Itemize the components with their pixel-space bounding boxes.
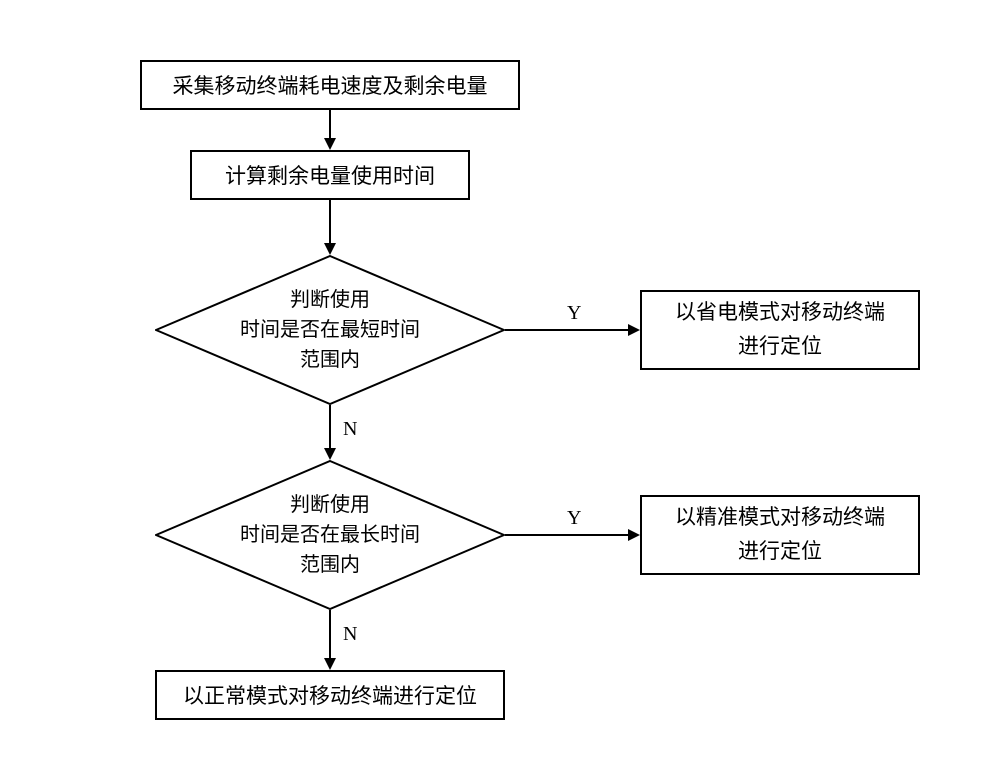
flowchart-step-collect: 采集移动终端耗电速度及剩余电量 xyxy=(140,60,520,110)
result2-line1: 以精准模式对移动终端 xyxy=(675,505,885,529)
result2-line2: 进行定位 xyxy=(738,539,822,563)
label-n2: N xyxy=(343,623,357,646)
step1-text: 采集移动终端耗电速度及剩余电量 xyxy=(173,70,488,100)
edge-3 xyxy=(505,329,628,331)
result1-line2: 进行定位 xyxy=(738,334,822,358)
edge-4-head xyxy=(324,448,336,460)
edge-4 xyxy=(329,405,331,448)
flowchart-decision-shortest: 判断使用 时间是否在最短时间 范围内 xyxy=(155,255,505,405)
decision2-line3: 范围内 xyxy=(300,554,360,576)
decision1-text: 判断使用 时间是否在最短时间 范围内 xyxy=(240,285,420,375)
label-n1: N xyxy=(343,418,357,441)
decision2-text: 判断使用 时间是否在最长时间 范围内 xyxy=(240,490,420,580)
decision1-line3: 范围内 xyxy=(300,349,360,371)
edge-5 xyxy=(505,534,628,536)
label-y2: Y xyxy=(567,507,581,530)
result2-text: 以精准模式对移动终端 进行定位 xyxy=(675,501,885,568)
result1-line1: 以省电模式对移动终端 xyxy=(675,300,885,324)
edge-5-head xyxy=(628,529,640,541)
flowchart-result-precise: 以精准模式对移动终端 进行定位 xyxy=(640,495,920,575)
step3-text: 以正常模式对移动终端进行定位 xyxy=(183,680,477,710)
edge-6 xyxy=(329,610,331,658)
edge-1 xyxy=(329,110,331,138)
edge-2 xyxy=(329,200,331,243)
result1-text: 以省电模式对移动终端 进行定位 xyxy=(675,296,885,363)
decision1-line2: 时间是否在最短时间 xyxy=(240,319,420,341)
edge-2-head xyxy=(324,243,336,255)
flowchart-step-normal: 以正常模式对移动终端进行定位 xyxy=(155,670,505,720)
decision1-line1: 判断使用 xyxy=(290,289,370,311)
flowchart-decision-longest: 判断使用 时间是否在最长时间 范围内 xyxy=(155,460,505,610)
edge-1-head xyxy=(324,138,336,150)
label-y1: Y xyxy=(567,302,581,325)
edge-6-head xyxy=(324,658,336,670)
flowchart-step-calculate: 计算剩余电量使用时间 xyxy=(190,150,470,200)
edge-3-head xyxy=(628,324,640,336)
flowchart-result-powersave: 以省电模式对移动终端 进行定位 xyxy=(640,290,920,370)
step2-text: 计算剩余电量使用时间 xyxy=(225,160,435,190)
decision2-line1: 判断使用 xyxy=(290,494,370,516)
decision2-line2: 时间是否在最长时间 xyxy=(240,524,420,546)
